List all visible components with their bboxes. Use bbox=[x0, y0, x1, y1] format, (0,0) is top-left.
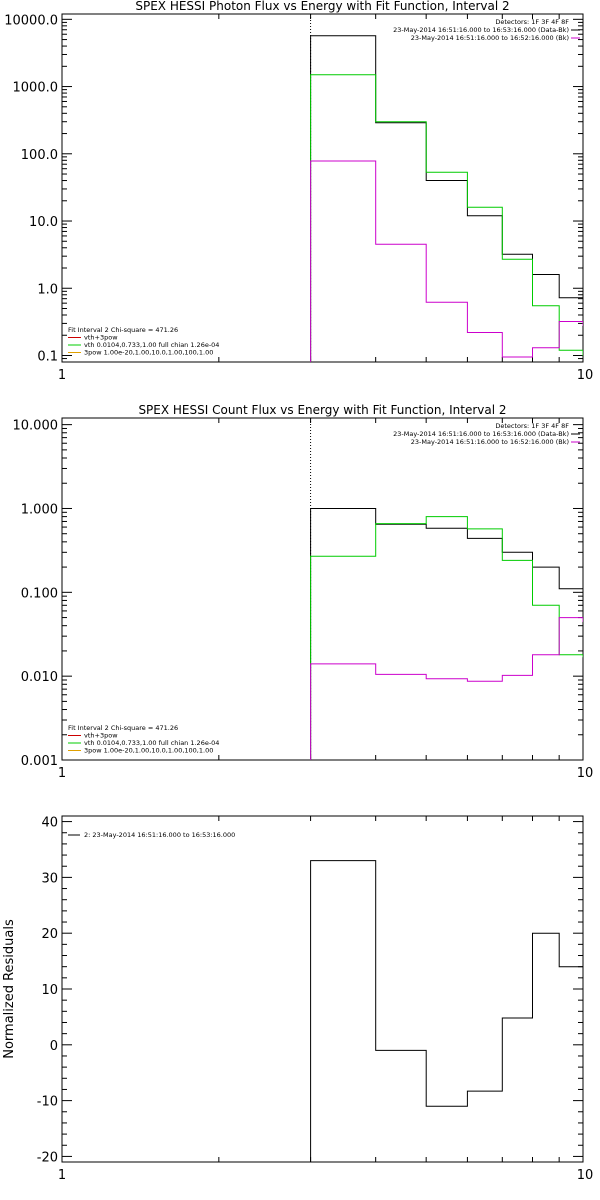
series-step-line-2 bbox=[310, 617, 583, 760]
x-tick-label: 10 bbox=[577, 1168, 594, 1183]
legend-top-entry: Detectors: 1F 3F 4F 8F bbox=[495, 422, 569, 430]
y-tick-label: 10.000 bbox=[13, 419, 59, 434]
y-tick-label: 0.001 bbox=[21, 754, 58, 769]
legend-top-entry: Detectors: 1F 3F 4F 8F bbox=[495, 18, 569, 26]
y-tick-label: 0.010 bbox=[21, 670, 58, 685]
series-step-line-1 bbox=[310, 516, 583, 760]
y-tick-label: 20 bbox=[41, 927, 58, 942]
series-step-line-0 bbox=[310, 508, 583, 760]
plot-frame-1 bbox=[61, 417, 584, 761]
y-tick-label: 10000.0 bbox=[4, 13, 58, 28]
legend-bottom-entry: 3pow 1.00e-20,1.00,10.0,1.00,100,1.00 bbox=[84, 747, 213, 755]
y-tick-label: 0 bbox=[50, 1039, 58, 1054]
legend-bottom-entry: vth 0.0104,0.733,1.00 full chian 1.26e-0… bbox=[84, 341, 219, 349]
series-step-line-0 bbox=[310, 860, 583, 1162]
legend-top-entry: 23-May-2014 16:51:16.000 to 16:53:16.000… bbox=[393, 26, 569, 34]
legend-bottom-entry: vth+3pow bbox=[84, 334, 118, 342]
y-tick-label: -10 bbox=[37, 1095, 58, 1110]
legend-bottom-entry: vth+3pow bbox=[84, 732, 118, 740]
y-tick-label: 1.000 bbox=[21, 502, 58, 517]
y-tick-label: 1000.0 bbox=[13, 81, 59, 96]
legend-top-left-entry: 2: 23-May-2014 16:51:16.000 to 16:53:16.… bbox=[84, 831, 235, 839]
plot-area-2 bbox=[310, 860, 583, 1162]
plot-area-1 bbox=[310, 418, 583, 760]
plot-frame-2 bbox=[61, 815, 584, 1163]
y-tick-label: 10.0 bbox=[29, 215, 58, 230]
x-tick-label: 10 bbox=[577, 766, 594, 781]
legend-bottom-entry: Fit Interval 2 Chi-square = 471.26 bbox=[68, 724, 178, 732]
chart-title-0: SPEX HESSI Photon Flux vs Energy with Fi… bbox=[135, 0, 509, 13]
y-tick-label: 1.0 bbox=[37, 282, 58, 297]
y-tick-label: 40 bbox=[41, 816, 58, 831]
plot-area-0 bbox=[310, 14, 583, 362]
x-tick-label: 1 bbox=[58, 1168, 66, 1183]
y-tick-label: 0.100 bbox=[21, 586, 58, 601]
series-step-line-0 bbox=[310, 35, 583, 362]
series-step-line-1 bbox=[310, 74, 583, 362]
y-tick-label: 30 bbox=[41, 871, 58, 886]
plot-frame-0 bbox=[61, 13, 584, 363]
x-tick-label: 1 bbox=[58, 368, 66, 383]
x-tick-label: 10 bbox=[577, 368, 594, 383]
legend-bottom-entry: vth 0.0104,0.733,1.00 full chian 1.26e-0… bbox=[84, 739, 219, 747]
y-tick-label: 10 bbox=[41, 983, 58, 998]
legend-bottom-entry: Fit Interval 2 Chi-square = 471.26 bbox=[68, 326, 178, 334]
x-tick-label: 1 bbox=[58, 766, 66, 781]
chart-title-1: SPEX HESSI Count Flux vs Energy with Fit… bbox=[138, 403, 506, 417]
legend-top-entry: 23-May-2014 16:51:16.000 to 16:52:16.000… bbox=[411, 438, 569, 446]
legend-bottom-entry: 3pow 1.00e-20,1.00,10.0,1.00,100,1.00 bbox=[84, 349, 213, 357]
y-tick-label: -20 bbox=[37, 1150, 58, 1165]
y-axis-label: Normalized Residuals bbox=[2, 919, 17, 1059]
legend-top-entry: 23-May-2014 16:51:16.000 to 16:53:16.000… bbox=[393, 430, 569, 438]
series-step-line-2 bbox=[310, 160, 583, 362]
y-tick-label: 100.0 bbox=[21, 148, 58, 163]
legend-top-entry: 23-May-2014 16:51:16.000 to 16:52:16.000… bbox=[411, 34, 569, 42]
y-tick-label: 0.1 bbox=[37, 349, 58, 364]
